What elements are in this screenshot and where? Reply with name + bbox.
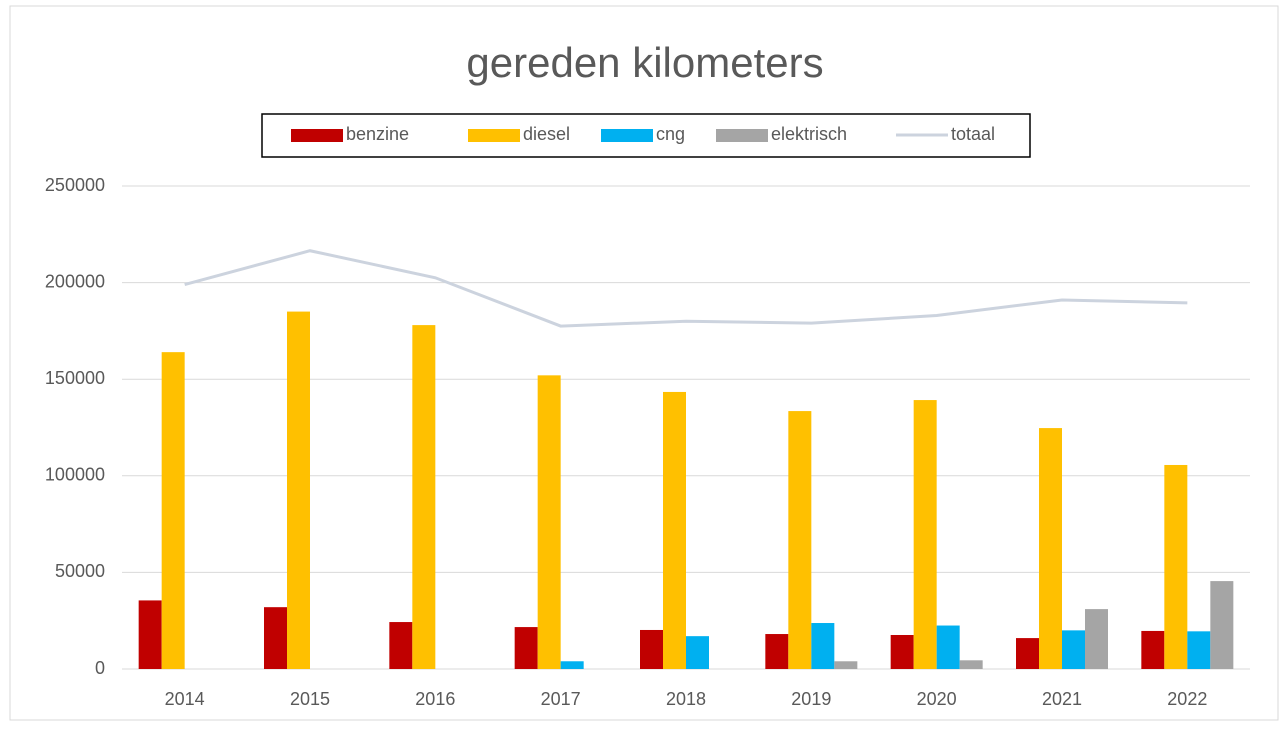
y-tick-label: 150000	[45, 368, 105, 388]
bar	[686, 636, 709, 669]
bar	[537, 375, 561, 669]
legend-label: benzine	[346, 124, 409, 144]
legend-label: totaal	[951, 124, 995, 144]
bar	[1164, 464, 1188, 669]
bar	[514, 627, 538, 669]
bar	[560, 661, 584, 669]
x-tick-label: 2018	[666, 689, 706, 709]
bar	[640, 629, 663, 669]
bar	[663, 391, 686, 669]
bar	[913, 400, 937, 669]
bar	[936, 625, 960, 669]
bar	[1016, 638, 1039, 669]
legend-swatch	[291, 129, 343, 142]
bar	[1210, 581, 1234, 669]
legend-swatch	[468, 129, 520, 142]
legend-label: elektrisch	[771, 124, 847, 144]
x-tick-label: 2019	[791, 689, 831, 709]
bar	[834, 661, 858, 669]
bar	[959, 660, 983, 669]
x-tick-label: 2022	[1167, 689, 1207, 709]
x-tick-label: 2016	[415, 689, 455, 709]
x-tick-label: 2020	[917, 689, 957, 709]
bar	[1141, 630, 1165, 669]
chart-border	[9, 5, 1279, 721]
legend-swatch	[716, 129, 768, 142]
y-tick-label: 250000	[45, 175, 105, 195]
bar	[1062, 630, 1085, 669]
chart-title: gereden kilometers	[466, 39, 823, 86]
bar	[890, 634, 914, 669]
x-tick-label: 2021	[1042, 689, 1082, 709]
y-tick-label: 200000	[45, 271, 105, 291]
y-tick-label: 100000	[45, 465, 105, 485]
line	[184, 249, 1188, 328]
bar	[1039, 428, 1062, 669]
bar	[811, 623, 835, 669]
bar	[389, 622, 413, 669]
bar	[287, 311, 310, 669]
bar	[1187, 631, 1211, 669]
y-tick-label: 0	[95, 658, 105, 678]
bar	[765, 634, 789, 669]
x-tick-label: 2017	[541, 689, 581, 709]
bar	[264, 607, 287, 669]
legend-label: cng	[656, 124, 685, 144]
legend-label: diesel	[523, 124, 570, 144]
x-tick-label: 2014	[165, 689, 205, 709]
legend-box	[261, 113, 1031, 158]
bar	[161, 352, 185, 669]
x-tick-label: 2015	[290, 689, 330, 709]
bar	[138, 600, 162, 669]
bar	[412, 325, 436, 669]
y-tick-label: 50000	[55, 561, 105, 581]
bar	[1085, 609, 1108, 669]
bar	[788, 411, 812, 669]
legend-swatch	[601, 129, 653, 142]
